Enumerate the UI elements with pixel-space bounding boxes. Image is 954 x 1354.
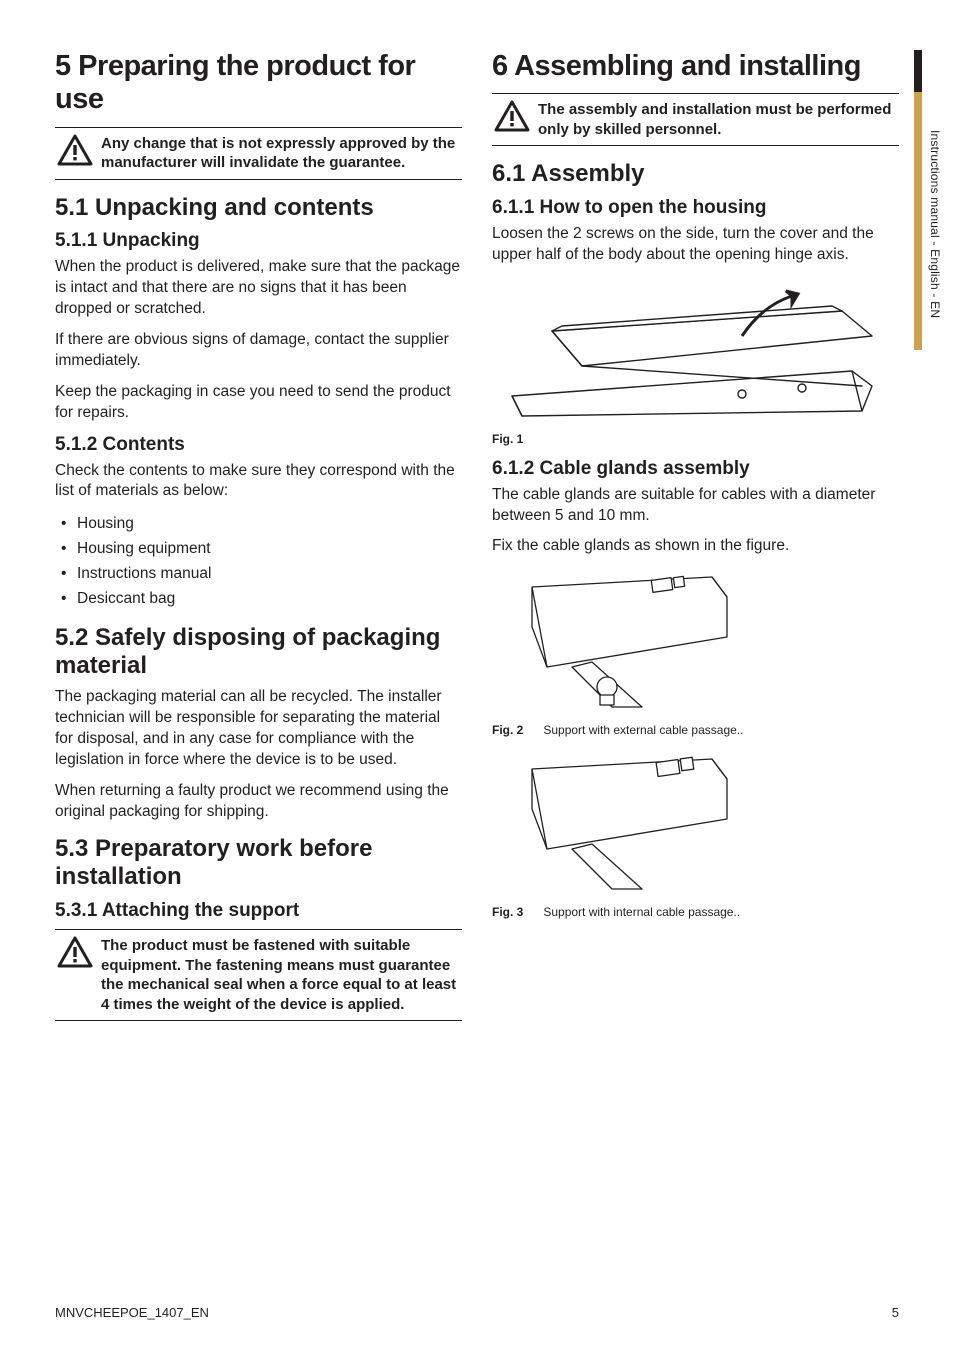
- heading-6: 6 Assembling and installing: [492, 50, 899, 83]
- page: Instructions manual - English - EN 5 Pre…: [0, 0, 954, 1354]
- left-column: 5 Preparing the product for use Any chan…: [55, 50, 462, 1035]
- figure-1-svg: [492, 276, 892, 426]
- heading-5-1-2: 5.1.2 Contents: [55, 434, 462, 457]
- body-text: The cable glands are suitable for cables…: [492, 485, 899, 527]
- figure-3-caption: Fig. 3Support with internal cable passag…: [492, 905, 899, 919]
- body-text: The packaging material can all be recycl…: [55, 687, 462, 771]
- columns: 5 Preparing the product for use Any chan…: [55, 50, 899, 1035]
- heading-6-1: 6.1 Assembly: [492, 160, 899, 189]
- body-text: Loosen the 2 screws on the side, turn th…: [492, 224, 899, 266]
- figure-2: [492, 567, 899, 717]
- warning-icon: [494, 100, 530, 134]
- body-text: Check the contents to make sure they cor…: [55, 461, 462, 503]
- list-item: Housing equipment: [61, 537, 462, 562]
- body-text: Keep the packaging in case you need to s…: [55, 382, 462, 424]
- warning-icon: [57, 936, 93, 970]
- warning-note-guarantee: Any change that is not expressly approve…: [55, 127, 462, 180]
- footer-doc-id: MNVCHEEPOE_1407_EN: [55, 1305, 209, 1320]
- list-item: Housing: [61, 512, 462, 537]
- contents-list: Housing Housing equipment Instructions m…: [55, 512, 462, 611]
- heading-6-1-1: 6.1.1 How to open the housing: [492, 197, 899, 220]
- body-text: When returning a faulty product we recom…: [55, 781, 462, 823]
- warning-text: Any change that is not expressly approve…: [101, 134, 460, 173]
- warning-note-fastening: The product must be fastened with suitab…: [55, 929, 462, 1021]
- heading-5-2: 5.2 Safely disposing of packaging materi…: [55, 624, 462, 682]
- warning-text: The assembly and installation must be pe…: [538, 100, 897, 139]
- figure-3-svg: [492, 749, 752, 899]
- figure-1-caption: Fig. 1: [492, 432, 899, 446]
- heading-5: 5 Preparing the product for use: [55, 50, 462, 117]
- figure-1: [492, 276, 899, 426]
- heading-5-1: 5.1 Unpacking and contents: [55, 194, 462, 223]
- right-column: 6 Assembling and installing The assembly…: [492, 50, 899, 1035]
- body-text: When the product is delivered, make sure…: [55, 257, 462, 320]
- heading-5-3-1: 5.3.1 Attaching the support: [55, 900, 462, 923]
- warning-text: The product must be fastened with suitab…: [101, 936, 460, 1014]
- heading-5-3: 5.3 Preparatory work before installation: [55, 835, 462, 893]
- side-running-text: Instructions manual - English - EN: [928, 130, 942, 318]
- list-item: Instructions manual: [61, 562, 462, 587]
- warning-icon: [57, 134, 93, 168]
- list-item: Desiccant bag: [61, 587, 462, 612]
- page-footer: MNVCHEEPOE_1407_EN 5: [55, 1305, 899, 1320]
- heading-5-1-1: 5.1.1 Unpacking: [55, 230, 462, 253]
- footer-page-number: 5: [892, 1305, 899, 1320]
- figure-2-svg: [492, 567, 752, 717]
- heading-6-1-2: 6.1.2 Cable glands assembly: [492, 458, 899, 481]
- warning-note-skilled: The assembly and installation must be pe…: [492, 93, 899, 146]
- figure-2-caption: Fig. 2Support with external cable passag…: [492, 723, 899, 737]
- side-index-tab: [914, 50, 922, 350]
- figure-3: [492, 749, 899, 899]
- body-text: Fix the cable glands as shown in the fig…: [492, 536, 899, 557]
- body-text: If there are obvious signs of damage, co…: [55, 330, 462, 372]
